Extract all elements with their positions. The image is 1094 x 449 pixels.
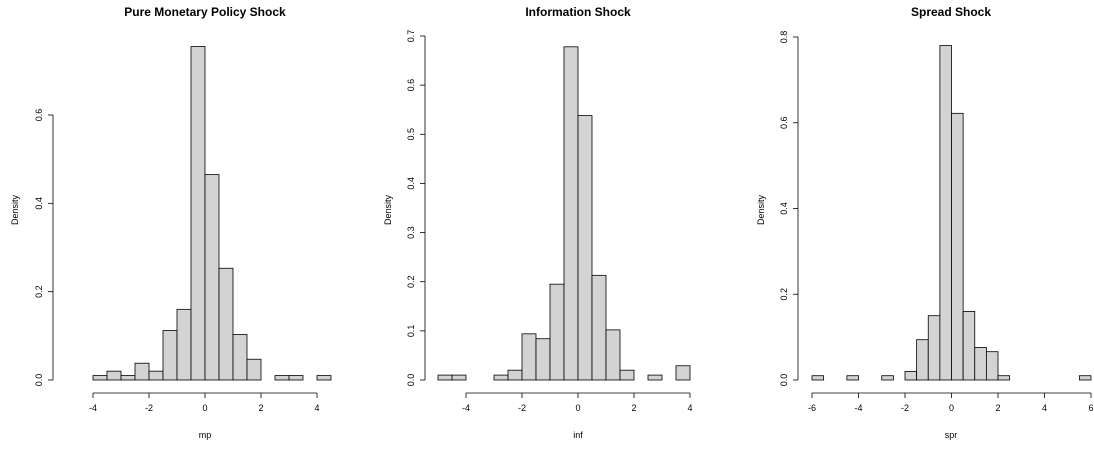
- panel-pure-monetary-policy-shock: Pure Monetary Policy Shock mp Density -4…: [10, 5, 332, 440]
- bars: [811, 45, 1092, 381]
- x-tick-label: 2: [631, 403, 636, 413]
- histogram-bar: [577, 115, 593, 381]
- x-tick-label: -4: [854, 403, 862, 413]
- y-axis-label: Density: [383, 194, 393, 225]
- y-tick-label: 0.6: [779, 116, 789, 129]
- bars: [92, 46, 332, 381]
- histogram-bar: [675, 365, 691, 381]
- y-tick-label: 0.1: [406, 325, 416, 338]
- x-tick-label: -6: [808, 403, 816, 413]
- histogram-bar: [811, 375, 825, 381]
- histogram-bar: [316, 375, 332, 381]
- histogram-bar: [507, 369, 523, 381]
- x-axis-label: mp: [199, 430, 212, 440]
- histogram-bar: [232, 334, 248, 381]
- x-tick-label: 0: [949, 403, 954, 413]
- y-tick-label: 0.6: [34, 109, 44, 122]
- y-tick-label: 0.2: [406, 275, 416, 288]
- chart-title: Information Shock: [525, 5, 631, 19]
- histogram-bar: [204, 174, 220, 381]
- histogram-bar: [535, 338, 551, 381]
- x-tick-label: 4: [687, 403, 692, 413]
- x-axis-label: spr: [945, 430, 958, 440]
- x-axis: -4 -2 0 2 4: [462, 392, 693, 413]
- histogram-bar: [218, 267, 234, 381]
- y-axis-label: Density: [756, 194, 766, 225]
- y-axis: 0.0 0.2 0.4 0.6: [34, 109, 54, 387]
- y-tick-label: 0.6: [406, 79, 416, 92]
- y-tick-label: 0.0: [779, 374, 789, 387]
- histogram-bar: [846, 375, 859, 381]
- x-tick-label: -4: [89, 403, 97, 413]
- x-axis-label: inf: [573, 430, 583, 440]
- y-tick-label: 0.7: [406, 30, 416, 43]
- histogram-bar: [605, 329, 621, 381]
- x-tick-label: -2: [901, 403, 909, 413]
- histogram-bar: [106, 370, 122, 381]
- bars: [437, 46, 691, 381]
- x-tick-label: 2: [995, 403, 1000, 413]
- histogram-bar: [939, 45, 952, 381]
- histogram-bar: [451, 374, 467, 381]
- histogram-bar: [148, 370, 164, 381]
- histogram-bar: [521, 333, 537, 381]
- histogram-bar: [916, 339, 929, 381]
- y-axis: 0.0 0.1 0.2 0.3 0.4 0.5 0.6 0.7: [406, 30, 426, 387]
- histogram-bar: [493, 374, 509, 381]
- x-tick-label: 4: [1042, 403, 1047, 413]
- x-axis: -4 -2 0 2 4: [89, 392, 320, 413]
- x-tick-label: -2: [145, 403, 153, 413]
- histogram-bar: [437, 374, 453, 381]
- y-tick-label: 0.5: [406, 128, 416, 141]
- panel-spread-shock: Spread Shock spr Density -6 -4 -2 0 2 4 60.00.…: [756, 5, 1094, 440]
- histogram-bar: [985, 351, 999, 381]
- histogram-bar: [927, 315, 941, 381]
- histogram-bar: [563, 46, 579, 381]
- histogram-bar: [904, 371, 918, 381]
- histogram-bar: [246, 358, 262, 381]
- y-axis-label: Density: [10, 194, 20, 225]
- y-tick-label: 0.3: [406, 226, 416, 239]
- histogram-bar: [162, 330, 178, 381]
- y-tick-label: 0.4: [34, 197, 44, 210]
- x-tick-label: -2: [518, 403, 526, 413]
- histogram-bar: [619, 369, 635, 381]
- histogram-bar: [881, 375, 894, 381]
- x-tick-label: 6: [1088, 403, 1093, 413]
- x-tick-label: 0: [202, 403, 207, 413]
- histogram-bar: [591, 274, 607, 381]
- histogram-bar: [288, 375, 304, 381]
- histogram-bar: [951, 112, 964, 381]
- y-tick-label: 0.2: [34, 285, 44, 298]
- histogram-bar: [997, 375, 1011, 381]
- histogram-bar: [647, 374, 663, 381]
- x-axis: -6 -4 -2 0 2 4 6: [808, 392, 1094, 413]
- y-tick-label: 0.2: [779, 288, 789, 301]
- histogram-bar: [190, 46, 206, 381]
- y-tick-label: 0.0: [34, 374, 44, 387]
- x-tick-label: 2: [258, 403, 263, 413]
- histogram-bar: [1078, 375, 1092, 381]
- histogram-bar: [134, 362, 150, 381]
- x-tick-label: -4: [462, 403, 470, 413]
- y-tick-label: 0.4: [779, 202, 789, 215]
- chart-title: Spread Shock: [911, 5, 991, 19]
- y-tick-label: 0.8: [779, 31, 789, 44]
- x-tick-label: 0: [575, 403, 580, 413]
- chart-title: Pure Monetary Policy Shock: [124, 5, 286, 19]
- histogram-bar: [974, 347, 987, 381]
- y-tick-label: 0.0: [406, 374, 416, 387]
- histogram-bar: [176, 308, 192, 381]
- y-axis: 0.0 0.2 0.4 0.6 0.8: [779, 31, 799, 387]
- y-tick-label: 0.4: [406, 177, 416, 190]
- histogram-bar: [549, 283, 565, 381]
- histogram-bar: [274, 375, 290, 381]
- panel-information-shock: Information Shock inf Density -4 -2 0 2 4 0.0…: [383, 5, 693, 440]
- x-tick-label: 4: [314, 403, 319, 413]
- histogram-bar: [962, 310, 976, 381]
- histogram-bar: [92, 375, 108, 381]
- histogram-bar: [120, 375, 136, 381]
